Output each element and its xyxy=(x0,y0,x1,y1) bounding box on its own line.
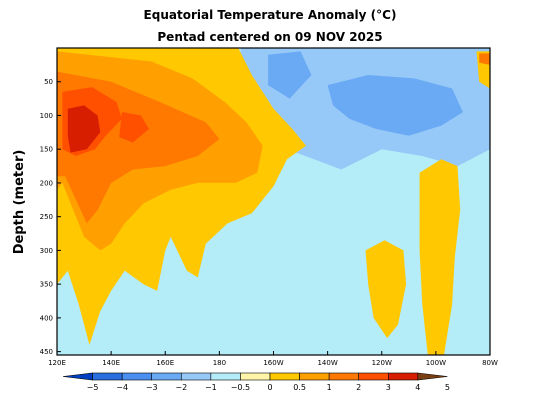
colorbar-segment xyxy=(358,372,389,381)
x-tick-label: 180 xyxy=(213,359,226,367)
colorbar: −5 −4 −3 −2 −1 −0.5 0 0.5 1 2 3 4 5 xyxy=(62,372,450,392)
warm-anomaly-deep-east xyxy=(419,159,461,355)
y-tick-label: 200 xyxy=(40,179,53,187)
colorbar-tick-label: −0.5 xyxy=(231,383,250,392)
y-tick-label: 250 xyxy=(40,213,53,221)
y-tick-label: 100 xyxy=(40,112,53,120)
colorbar-segment xyxy=(180,372,212,381)
colorbar-tick-label: −1 xyxy=(205,383,217,392)
warm-anomaly-4-core xyxy=(67,105,101,153)
x-tick-label: 160E xyxy=(156,359,174,367)
colorbar-tick-label: 0 xyxy=(267,383,272,392)
x-tick-label: 140E xyxy=(102,359,120,367)
colorbar-tick-label: 2 xyxy=(356,383,361,392)
y-tick-label: 400 xyxy=(40,314,53,322)
cool-anomaly-core xyxy=(327,75,463,136)
colorbar-segment xyxy=(210,372,241,381)
colorbar-segment xyxy=(417,372,448,381)
axes: 50 100 150 200 250 300 350 400 450 120E 140E 160E 18… xyxy=(40,47,498,367)
cool-anomaly-patch xyxy=(268,51,312,99)
colorbar-tick-label: −2 xyxy=(175,383,187,392)
chart-subtitle: Pentad centered on 09 NOV 2025 xyxy=(157,30,382,44)
colorbar-segment xyxy=(387,372,419,381)
colorbar-tick-label: 0.5 xyxy=(293,383,306,392)
colorbar-segment xyxy=(62,372,93,381)
warm-anomaly-2-east xyxy=(479,53,490,65)
colorbar-tick-label: 4 xyxy=(415,383,420,392)
x-tick-label: 120E xyxy=(48,359,66,367)
colorbar-tick-label: 3 xyxy=(386,383,391,392)
colorbar-tick-label: −3 xyxy=(146,383,158,392)
x-tick-label: 120W xyxy=(372,359,392,367)
colorbar-segment xyxy=(121,372,153,381)
colorbar-tick-label: 1 xyxy=(327,383,332,392)
warm-anomaly-3-patch xyxy=(119,112,149,143)
y-tick-label: 300 xyxy=(40,247,53,255)
plot-area xyxy=(57,48,490,355)
y-tick-label: 450 xyxy=(40,348,53,356)
y-tick-label: 350 xyxy=(40,281,53,289)
colorbar-segment xyxy=(240,372,271,381)
colorbar-segment xyxy=(269,372,300,381)
x-tick-label: 160W xyxy=(263,359,283,367)
colorbar-segment xyxy=(151,372,182,381)
y-tick-label: 50 xyxy=(44,78,53,86)
chart-title: Equatorial Temperature Anomaly (°C) xyxy=(144,8,397,22)
colorbar-segment xyxy=(299,372,330,381)
x-tick-label: 140W xyxy=(317,359,337,367)
colorbar-tick-label: −4 xyxy=(116,383,128,392)
x-tick-label: 80W xyxy=(482,359,498,367)
colorbar-tick-label: 5 xyxy=(445,383,450,392)
warm-anomaly-deep xyxy=(365,240,407,339)
y-axis-label: Depth (meter) xyxy=(12,150,27,255)
colorbar-segment xyxy=(328,372,360,381)
colorbar-tick-label: −5 xyxy=(87,383,99,392)
x-tick-label: 100W xyxy=(426,359,446,367)
colorbar-segment xyxy=(92,372,123,381)
y-tick-label: 150 xyxy=(40,146,53,154)
